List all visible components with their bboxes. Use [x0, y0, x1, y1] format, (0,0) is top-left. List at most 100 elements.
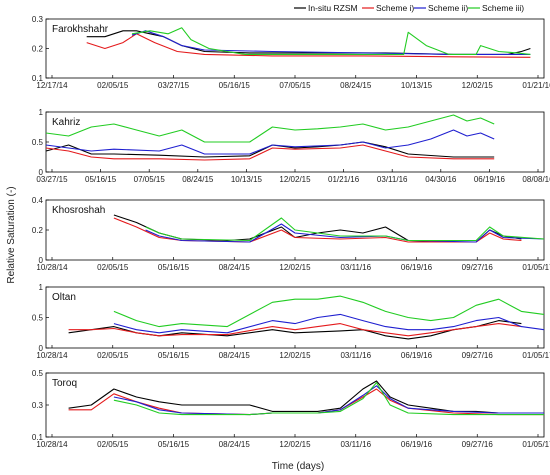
x-tick-label: 01/21/16 — [522, 81, 550, 90]
y-tick-label: 1 — [39, 283, 44, 292]
x-tick-label: 05/16/15 — [158, 440, 190, 449]
x-tick-label: 12/02/15 — [279, 175, 311, 184]
x-tick-label: 05/16/15 — [219, 81, 251, 90]
panels: 0.1 0.2 0.3 12/17/14 02/05/15 03/27/15 05/16/1… — [32, 15, 550, 449]
x-tick-label: 02/05/15 — [97, 263, 129, 272]
x-tick-label: 06/19/16 — [401, 440, 433, 449]
x-tick-label: 02/05/15 — [97, 351, 129, 360]
panel-frame — [45, 18, 545, 79]
x-tick-label: 06/19/16 — [401, 263, 433, 272]
y-tick-label: 0.3 — [32, 15, 44, 24]
series-line-scheme-iii — [131, 27, 531, 55]
x-tick-label: 09/27/16 — [462, 263, 494, 272]
y-tick-label: 1 — [39, 108, 44, 117]
x-tick-label: 08/24/15 — [219, 351, 251, 360]
series-line-scheme-i — [45, 144, 495, 161]
series-line-scheme-ii — [131, 30, 531, 55]
x-tick-label: 06/19/16 — [401, 351, 433, 360]
x-tick-label: 03/27/15 — [158, 81, 190, 90]
x-tick-label: 08/24/15 — [340, 81, 372, 90]
series-line-scheme-i — [68, 323, 522, 337]
x-tick-label: 05/16/15 — [85, 175, 117, 184]
legend-item-in-situ: In-situ RZSM — [294, 3, 358, 13]
y-tick-label: 0.5 — [32, 138, 44, 147]
panel-frame — [45, 286, 545, 349]
legend-label: In-situ RZSM — [308, 3, 358, 13]
x-tick-label: 03/11/16 — [340, 440, 371, 449]
x-tick-label: 10/13/15 — [231, 175, 263, 184]
y-tick-label: 0.4 — [32, 196, 44, 205]
x-tick-label: 03/27/15 — [36, 175, 68, 184]
x-tick-label: 03/11/16 — [340, 263, 371, 272]
panel-title: Oltan — [52, 292, 76, 303]
x-tick-label: 02/05/15 — [97, 81, 129, 90]
x-tick-label: 01/21/16 — [328, 175, 360, 184]
x-tick-label: 08/08/16 — [522, 175, 550, 184]
x-tick-label: 03/11/16 — [340, 351, 371, 360]
series-line-scheme-iii — [145, 217, 545, 242]
x-tick-label: 01/05/17 — [522, 351, 550, 360]
x-tick-label: 08/24/15 — [219, 440, 251, 449]
panel-farokhshahr: 0.1 0.2 0.3 12/17/14 02/05/15 03/27/15 05/16/1… — [32, 15, 550, 90]
panel-kahriz: 0 0.5 1 03/27/15 05/16/15 07/05/15 08/24/15 10/… — [32, 108, 550, 184]
panel-title: Khosroshah — [52, 205, 105, 216]
panel-title: Toroq — [52, 378, 77, 389]
x-axis-title: Time (days) — [272, 461, 324, 472]
x-tick-label: 10/28/14 — [36, 351, 68, 360]
x-tick-label: 12/02/15 — [279, 263, 311, 272]
x-tick-label: 07/05/15 — [134, 175, 166, 184]
legend: In-situ RZSM Scheme i) Scheme ii) Scheme… — [294, 3, 524, 13]
series-line-scheme-ii — [145, 223, 545, 243]
x-tick-label: 10/13/15 — [401, 81, 433, 90]
series-line-scheme-i — [86, 33, 531, 58]
panel-frame — [45, 372, 545, 438]
x-tick-label: 09/27/16 — [462, 440, 494, 449]
y-tick-label: 0.2 — [32, 45, 44, 54]
y-tick-label: 0.2 — [32, 226, 44, 235]
panel-oltan: 0 0.5 1 10/28/14 02/05/15 05/16/15 08/24/15 12/… — [32, 283, 550, 360]
panel-title: Farokhshahr — [52, 24, 109, 35]
x-tick-label: 01/05/17 — [522, 440, 550, 449]
series-line-scheme-ii — [45, 129, 495, 155]
x-tick-label: 08/24/15 — [219, 263, 251, 272]
series-line-scheme-iii — [113, 382, 544, 416]
x-tick-label: 07/05/15 — [279, 81, 311, 90]
series-line-scheme-iii — [113, 295, 545, 328]
y-tick-label: 0.5 — [32, 314, 44, 323]
x-tick-label: 12/17/14 — [36, 81, 68, 90]
x-tick-label: 08/24/15 — [182, 175, 214, 184]
legend-item-scheme-ii: Scheme ii) — [414, 3, 468, 13]
series-line-scheme-iii — [45, 114, 495, 143]
y-tick-label: 0.3 — [32, 401, 44, 410]
x-tick-label: 12/02/15 — [462, 81, 494, 90]
y-tick-label: 0.1 — [32, 433, 44, 442]
x-tick-label: 05/16/15 — [158, 351, 190, 360]
x-tick-label: 03/11/16 — [377, 175, 408, 184]
x-tick-label: 12/02/15 — [279, 440, 311, 449]
panel-toroq: 0.1 0.3 0.5 10/28/14 02/05/15 05/16/15 08/24/1… — [32, 369, 550, 449]
series-line-in-situ-rzsm — [45, 141, 495, 158]
panel-title: Kahriz — [52, 117, 80, 128]
x-tick-label: 10/28/14 — [36, 440, 68, 449]
legend-label: Scheme ii) — [428, 3, 468, 13]
legend-item-scheme-i: Scheme i) — [362, 3, 414, 13]
y-tick-label: 0 — [39, 256, 44, 265]
x-tick-label: 05/16/15 — [158, 263, 190, 272]
y-axis-title: Relative Saturation (-) — [6, 186, 17, 283]
x-tick-label: 12/02/15 — [279, 351, 311, 360]
legend-label: Scheme i) — [376, 3, 414, 13]
panel-khosroshah: 0 0.2 0.4 10/28/14 02/05/15 05/16/15 08/24/15 1… — [32, 196, 550, 272]
x-tick-label: 02/05/15 — [97, 440, 129, 449]
x-tick-label: 01/05/17 — [522, 263, 550, 272]
legend-label: Scheme iii) — [482, 3, 524, 13]
x-tick-label: 10/28/14 — [36, 263, 68, 272]
x-tick-label: 06/19/16 — [474, 175, 506, 184]
legend-item-scheme-iii: Scheme iii) — [468, 3, 524, 13]
series-line-scheme-ii — [113, 313, 545, 334]
x-tick-label: 09/27/16 — [462, 351, 494, 360]
series-line-scheme-ii — [113, 385, 544, 416]
x-tick-label: 04/30/16 — [425, 175, 457, 184]
y-tick-label: 0.5 — [32, 369, 44, 378]
y-tick-label: 0 — [39, 168, 44, 177]
